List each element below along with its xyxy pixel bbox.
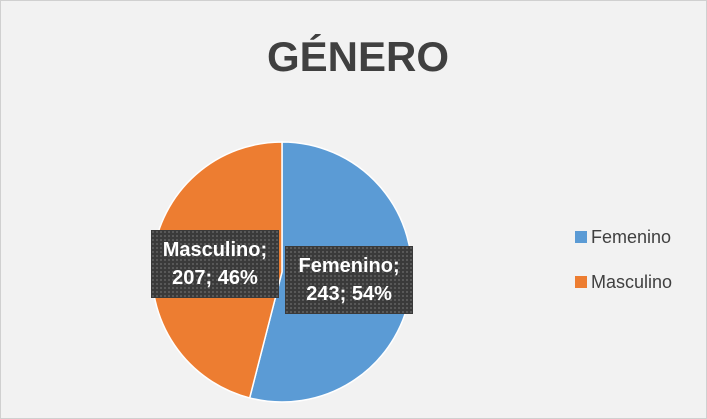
legend-swatch: [575, 276, 587, 288]
chart-title: GÉNERO: [267, 33, 449, 80]
legend-label: Masculino: [591, 272, 672, 292]
legend-swatch: [575, 231, 587, 243]
data-label: Masculino; 207; 46%: [150, 229, 279, 298]
legend-label: Femenino: [591, 227, 671, 247]
data-label: Femenino; 243; 54%: [285, 246, 414, 315]
